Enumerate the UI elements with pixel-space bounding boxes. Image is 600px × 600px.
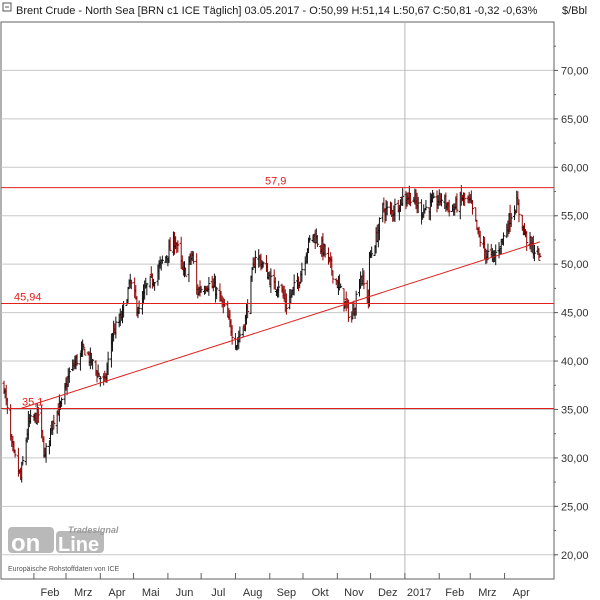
- y-tick-label: 60,00: [561, 162, 589, 174]
- support-resistance-lines: 57,9 45,94 35,1: [1, 176, 554, 410]
- x-tick-label: Feb: [445, 587, 464, 599]
- y-tick-label: 30,00: [561, 453, 589, 465]
- x-tick-label: Jul: [211, 587, 225, 599]
- x-tick-label: Mai: [142, 587, 160, 599]
- chart-header: Brent Crude - North Sea [BRN c1 ICE Tägl…: [2, 2, 587, 17]
- y-tick-label: 25,00: [561, 501, 589, 513]
- trend-line: [20, 241, 541, 409]
- y-tick-label: 35,00: [561, 404, 589, 416]
- data-source-note: Europäische Rohstoffdaten von ICE: [8, 566, 119, 573]
- logo-box-left: [8, 527, 54, 553]
- ohlc-bars: [2, 184, 542, 483]
- y-tick-label: 55,00: [561, 211, 589, 223]
- x-tick-label: Sep: [277, 587, 297, 599]
- logo-brand-left: on: [11, 530, 40, 557]
- x-tick-label: Dez: [378, 587, 398, 599]
- x-tick-label: Okt: [312, 587, 329, 599]
- x-tick-label: Jun: [176, 587, 194, 599]
- unit-label: $/Bbl: [562, 5, 587, 17]
- x-tick-label: Nov: [344, 587, 364, 599]
- tradesignal-online-logo: Tradesignal on Line: [8, 525, 119, 557]
- x-tick-label: Mrz: [478, 587, 496, 599]
- y-tick-label: 65,00: [561, 114, 589, 126]
- y-tick-label: 20,00: [561, 550, 589, 562]
- y-tick-label: 50,00: [561, 259, 589, 271]
- grid: [1, 22, 554, 579]
- level-label: 57,9: [265, 176, 286, 188]
- level-label: 45,94: [14, 292, 42, 304]
- x-tick-label: Apr: [108, 587, 125, 599]
- x-tick-label: Apr: [513, 587, 530, 599]
- y-tick-label: 40,00: [561, 356, 589, 368]
- x-tick-label: Aug: [243, 587, 263, 599]
- x-tick-label: 2017: [407, 587, 431, 599]
- logo-brand-top: Tradesignal: [68, 525, 119, 535]
- y-tick-label: 70,00: [561, 65, 589, 77]
- x-tick-label: Mrz: [74, 587, 92, 599]
- logo-brand-right: Line: [58, 534, 99, 556]
- axes: 20,00 25,00 30,00 35,00 40,00 45,00 50,00 55,00…: [1, 22, 589, 599]
- logo-box-right: [56, 531, 104, 553]
- x-tick-label: Feb: [40, 587, 59, 599]
- chart-title: Brent Crude - North Sea [BRN c1 ICE Tägl…: [16, 5, 538, 17]
- collapse-icon[interactable]: [2, 2, 12, 12]
- level-label: 35,1: [22, 397, 43, 409]
- y-tick-label: 45,00: [561, 308, 589, 320]
